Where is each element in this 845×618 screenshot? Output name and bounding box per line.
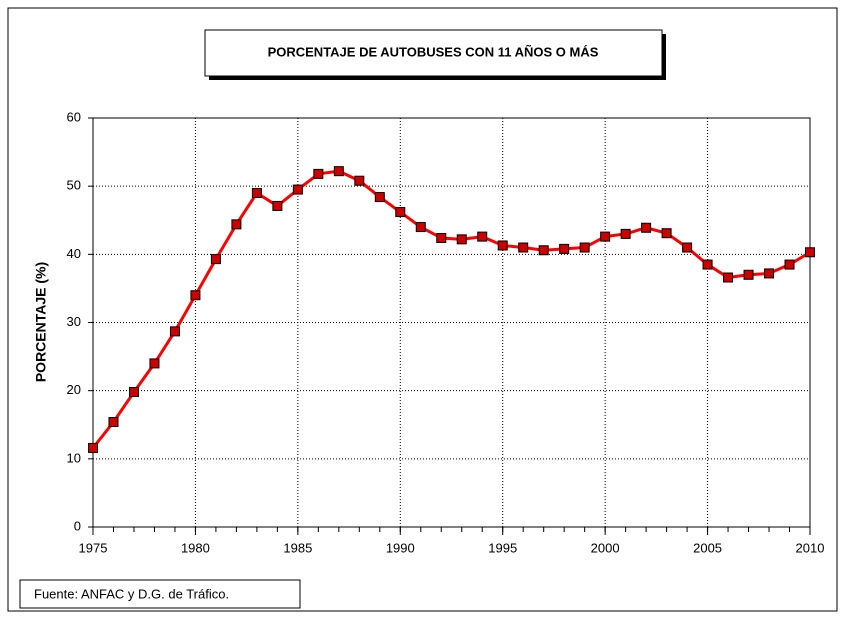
data-point bbox=[210, 254, 221, 265]
source-box bbox=[19, 579, 301, 609]
data-point bbox=[292, 184, 303, 195]
data-point bbox=[313, 168, 324, 179]
data-point bbox=[169, 326, 180, 337]
data-point bbox=[497, 240, 508, 251]
y-tick-label: 40 bbox=[67, 246, 81, 261]
frame bbox=[7, 7, 838, 612]
data-point bbox=[784, 259, 795, 270]
source: Fuente: ANFAC y D.G. de Tráfico. bbox=[34, 586, 229, 601]
y-tick-label: 50 bbox=[67, 178, 81, 193]
y-tick-label: 20 bbox=[67, 382, 81, 397]
x-tick-label: 1975 bbox=[79, 540, 108, 555]
data-point bbox=[190, 290, 201, 301]
x-tick-label: 2010 bbox=[796, 540, 825, 555]
data-point bbox=[374, 192, 385, 203]
x-tick-label: 1980 bbox=[181, 540, 210, 555]
data-point bbox=[661, 228, 672, 239]
data-point bbox=[620, 228, 631, 239]
data-point bbox=[477, 231, 488, 242]
data-point bbox=[354, 175, 365, 186]
x-tick-label: 1990 bbox=[386, 540, 415, 555]
x-tick-label: 1995 bbox=[488, 540, 517, 555]
data-point bbox=[456, 234, 467, 245]
title-box bbox=[204, 29, 663, 77]
data-point bbox=[128, 387, 139, 398]
data-point bbox=[436, 232, 447, 243]
data-point bbox=[600, 231, 611, 242]
data-point bbox=[395, 207, 406, 218]
data-point bbox=[559, 243, 570, 254]
data-point bbox=[764, 268, 775, 279]
x-tick-label: 1985 bbox=[283, 540, 312, 555]
data-point bbox=[805, 247, 815, 258]
chart-title: PORCENTAJE DE AUTOBUSES CON 11 AÑOS O MÁ… bbox=[268, 44, 599, 59]
y-axis-label: PORCENTAJE (%) bbox=[33, 262, 49, 382]
x-tick-label: 2005 bbox=[693, 540, 722, 555]
data-point bbox=[251, 187, 262, 198]
data-point bbox=[88, 442, 98, 453]
data-point bbox=[272, 200, 283, 211]
y-tick-label: 30 bbox=[67, 314, 81, 329]
y-tick-label: 0 bbox=[74, 518, 81, 533]
data-point bbox=[682, 242, 693, 253]
data-point bbox=[743, 269, 754, 280]
data-point bbox=[415, 222, 426, 233]
data-point bbox=[702, 259, 713, 270]
data-point bbox=[518, 242, 529, 253]
data-point bbox=[641, 222, 652, 233]
y-tick-label: 10 bbox=[67, 450, 81, 465]
data-point bbox=[231, 219, 242, 230]
data-point bbox=[149, 358, 160, 369]
data-point bbox=[108, 417, 119, 428]
data-point bbox=[579, 242, 590, 253]
data-point bbox=[538, 245, 549, 256]
data-point bbox=[723, 272, 734, 283]
y-tick-label: 60 bbox=[67, 109, 81, 124]
data-point bbox=[333, 166, 344, 177]
x-tick-label: 2000 bbox=[591, 540, 620, 555]
series-line bbox=[91, 169, 811, 449]
